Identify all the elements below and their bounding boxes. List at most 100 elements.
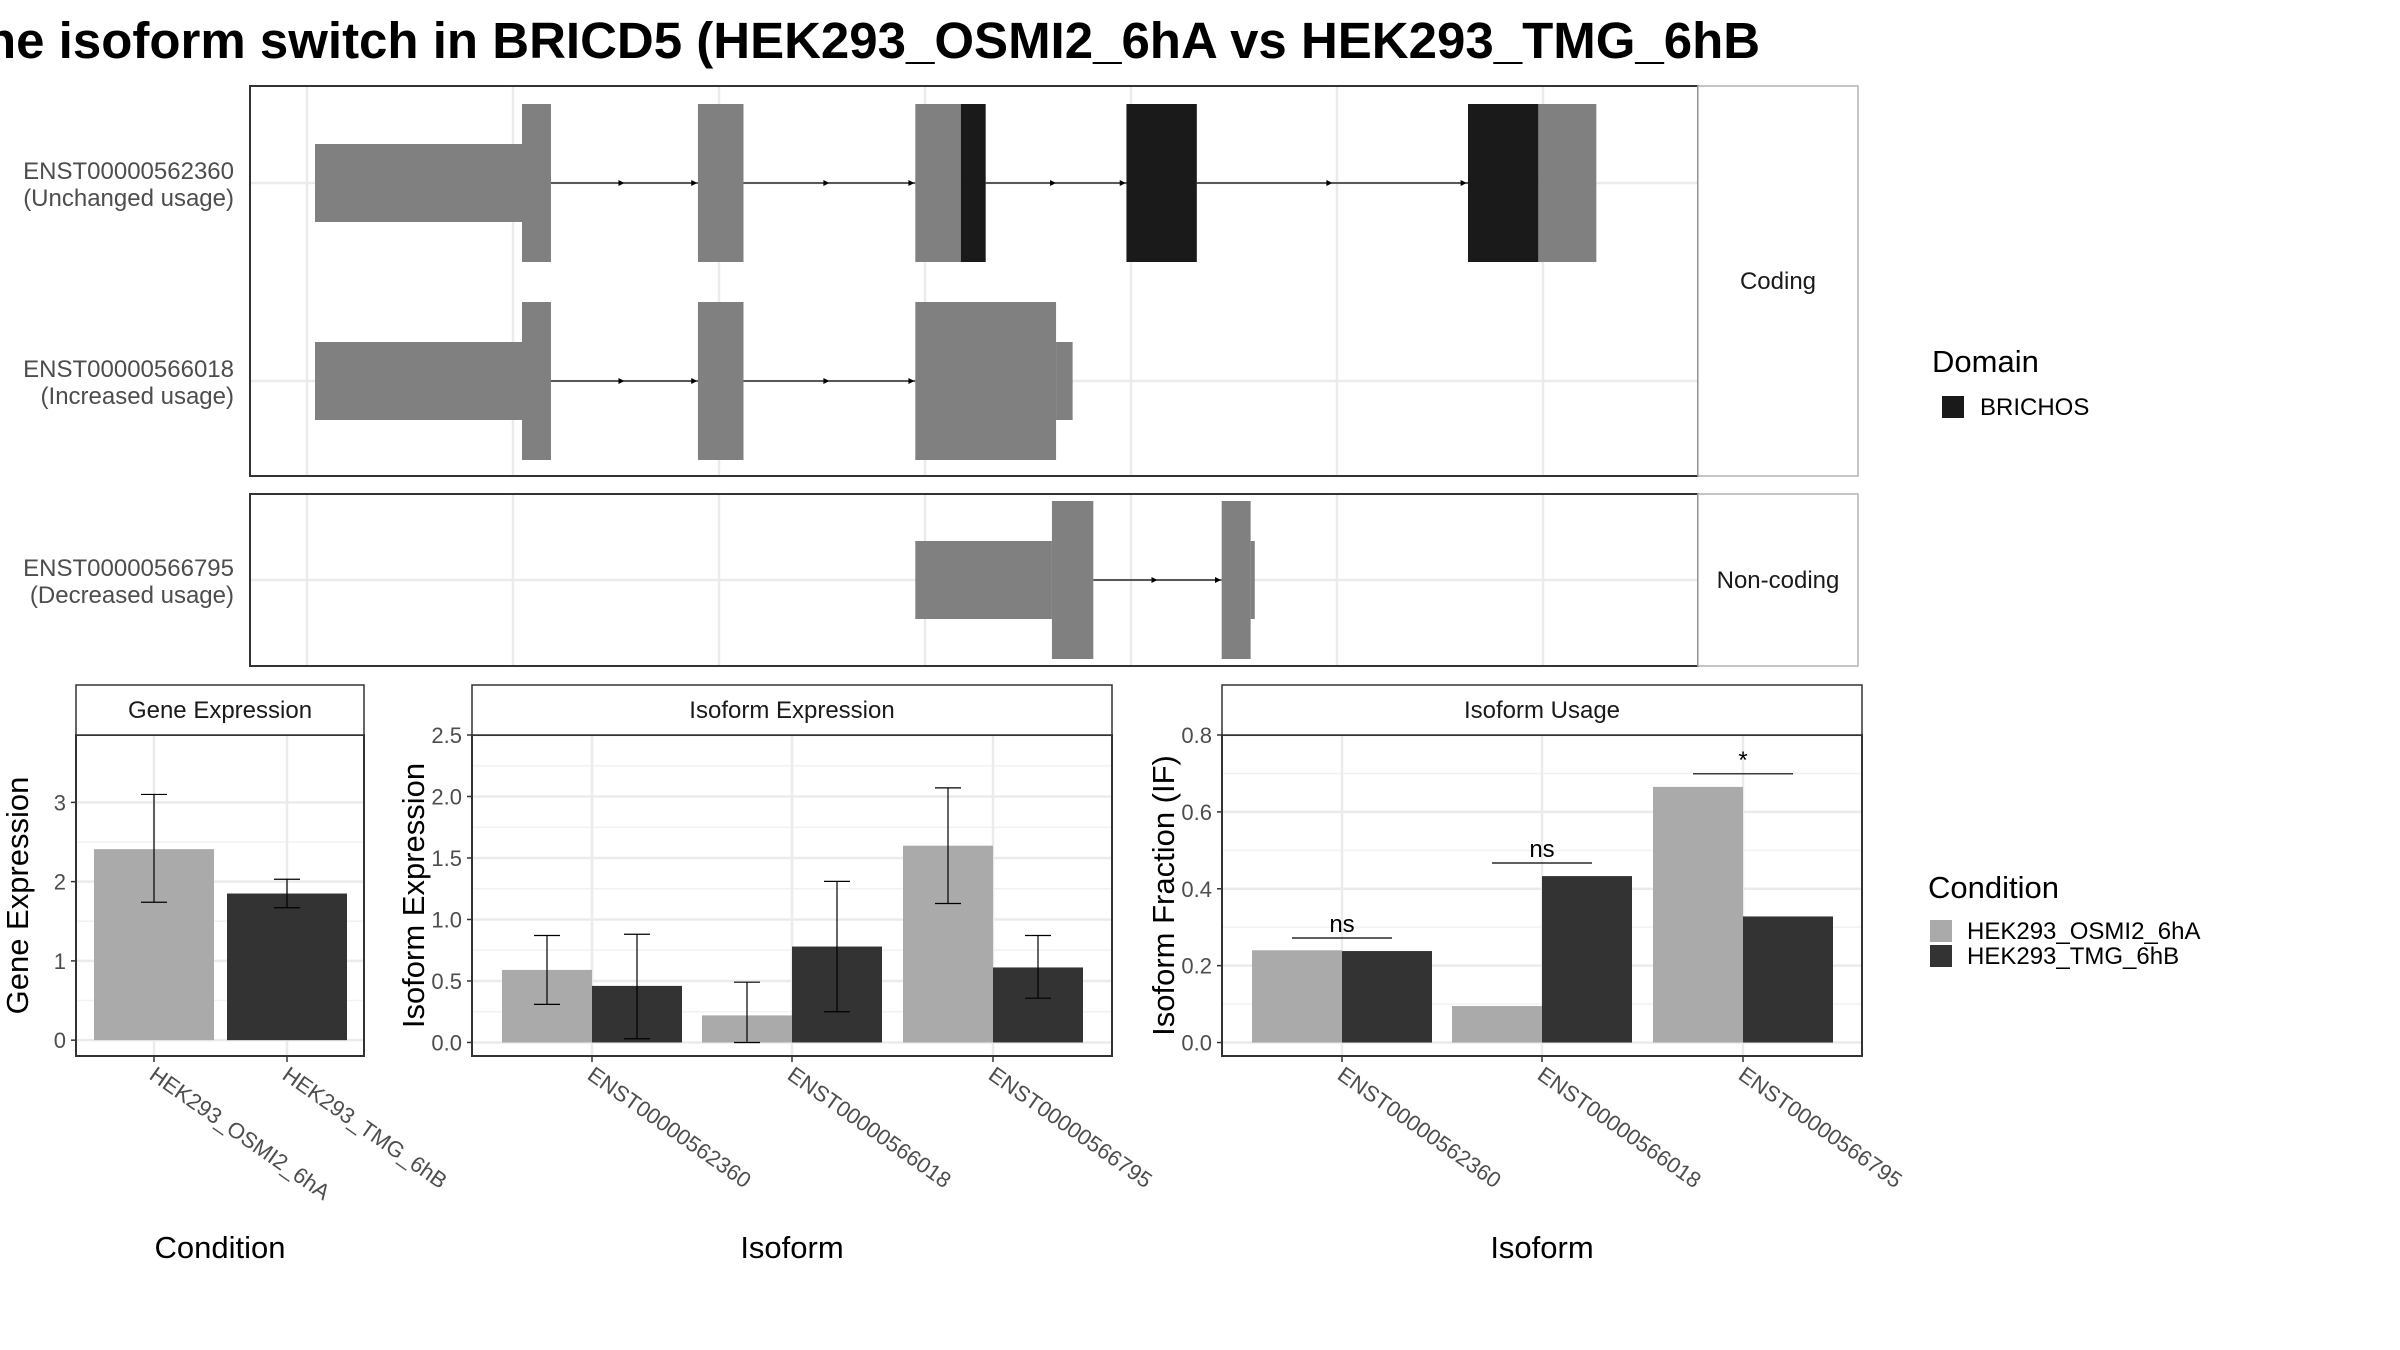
legend-swatch [1942,396,1964,418]
y-axis-title: Isoform Expression [396,763,431,1028]
x-tick-label: ENST00000566795 [984,1062,1157,1193]
significance-label: * [1738,747,1747,774]
bar-panel-3: 0.0 0.2 0.4 0.6 0.8 ns ns * Isoform Usage ENST000… [1146,684,1907,1265]
exon-utr [1250,541,1255,619]
panel-title: Isoform Expression [689,697,894,724]
exon-utr [315,144,522,222]
transcript-id-label: ENST00000566018 [23,356,234,383]
y-tick-label: 0.4 [1181,877,1212,902]
x-tick-label: ENST00000566018 [783,1062,956,1193]
y-tick-label: 0.0 [431,1030,462,1055]
facet-strip-label: Non-coding [1717,567,1840,594]
facet-strip [1697,85,1859,477]
exon-cds [915,302,1057,460]
x-tick-label: ENST00000562360 [1333,1062,1506,1193]
legend-swatch [1930,945,1952,967]
y-tick-label: 0.8 [1181,723,1212,748]
bar [1252,950,1342,1043]
transcript-panel-2: ENST00000566795(Decreased usage) Non-codi… [23,493,1859,667]
exon-utr [915,541,1052,619]
exon-cds [522,104,551,262]
exon-domain-brichos [1467,104,1539,262]
panel-title: Gene Expression [128,697,312,724]
intron-arrow [823,180,830,186]
transcript-usage-label: (Decreased usage) [30,582,234,609]
x-tick-label: ENST00000566018 [1533,1062,1706,1193]
bar [227,893,347,1041]
transcript-structure-plot: ENST00000562360(Unchanged usage)ENST0000… [23,85,1859,667]
transcript-ENST00000566795: ENST00000566795(Decreased usage) [23,501,1255,659]
legend-item-label: HEK293_TMG_6hB [1967,943,2179,970]
x-tick-label: ENST00000566795 [1734,1062,1907,1193]
legends: Domain BRICHOS Condition HEK293_OSMI2_6hAHE… [1928,344,2200,970]
transcript-ENST00000566018: ENST00000566018(Increased usage) [23,302,1073,460]
x-axis-title: Isoform [1490,1230,1593,1265]
y-axis-title: Gene Expression [0,777,35,1015]
panel-strip [75,684,365,736]
intron-arrow [691,378,698,384]
y-tick-label: 1 [54,949,66,974]
significance-label: ns [1329,911,1354,938]
y-tick-label: 0 [54,1028,66,1053]
x-axis-title: Condition [155,1230,286,1265]
x-tick-label: ENST00000562360 [583,1062,756,1193]
y-tick-label: 0.2 [1181,954,1212,979]
transcript-id-label: ENST00000566795 [23,555,234,582]
intron-arrow [1151,577,1158,583]
facet-strip [1697,493,1859,667]
intron-arrow [1119,180,1126,186]
significance-label: ns [1529,836,1554,863]
bar [1653,786,1743,1043]
y-tick-label: 0.5 [431,969,462,994]
exon-utr [1056,342,1073,420]
exon-cds [1221,501,1251,659]
domain-legend: Domain BRICHOS [1932,344,2089,421]
y-tick-label: 1.0 [431,907,462,932]
y-tick-label: 1.5 [431,846,462,871]
intron-arrow [1460,180,1467,186]
legend-swatch [1930,920,1952,942]
transcript-ENST00000562360: ENST00000562360(Unchanged usage) [23,104,1597,262]
legend-title: Condition [1928,870,2059,905]
legend-item-label: HEK293_OSMI2_6hA [1967,918,2200,945]
intron-arrow [618,378,625,384]
intron-arrow [618,180,625,186]
exon-cds [1051,501,1094,659]
legend-item-label: BRICHOS [1980,394,2089,421]
transcript-id-label: ENST00000562360 [23,158,234,185]
intron-arrow [1215,577,1222,583]
facet-strip-label: Coding [1740,268,1816,295]
exon-cds [915,104,961,262]
exon-cds [697,104,744,262]
bar [1342,951,1432,1043]
exon-domain-brichos [960,104,986,262]
intron-arrow [691,180,698,186]
panel-strip [1221,684,1863,736]
y-tick-label: 0.6 [1181,800,1212,825]
intron-arrow [823,378,830,384]
panel-strip [471,684,1113,736]
intron-arrow [1326,180,1333,186]
y-axis-title: Isoform Fraction (IF) [1146,755,1181,1036]
panel-title: Isoform Usage [1464,697,1620,724]
y-tick-label: 2 [54,870,66,895]
bar [1542,876,1632,1043]
transcript-panel-1: ENST00000562360(Unchanged usage)ENST0000… [23,85,1859,477]
exon-domain-brichos [1126,104,1197,262]
intron-arrow [1050,180,1057,186]
exon-cds [697,302,744,460]
exon-cds [1538,104,1597,262]
legend-title: Domain [1932,344,2039,379]
x-axis-title: Isoform [740,1230,843,1265]
figure-title: ne isoform switch in BRICD5 (HEK293_OSMI… [0,12,1760,69]
y-tick-label: 2.0 [431,784,462,809]
intron-arrow [908,378,915,384]
transcript-usage-label: (Increased usage) [41,383,234,410]
y-tick-label: 3 [54,790,66,815]
y-tick-label: 0.0 [1181,1031,1212,1056]
